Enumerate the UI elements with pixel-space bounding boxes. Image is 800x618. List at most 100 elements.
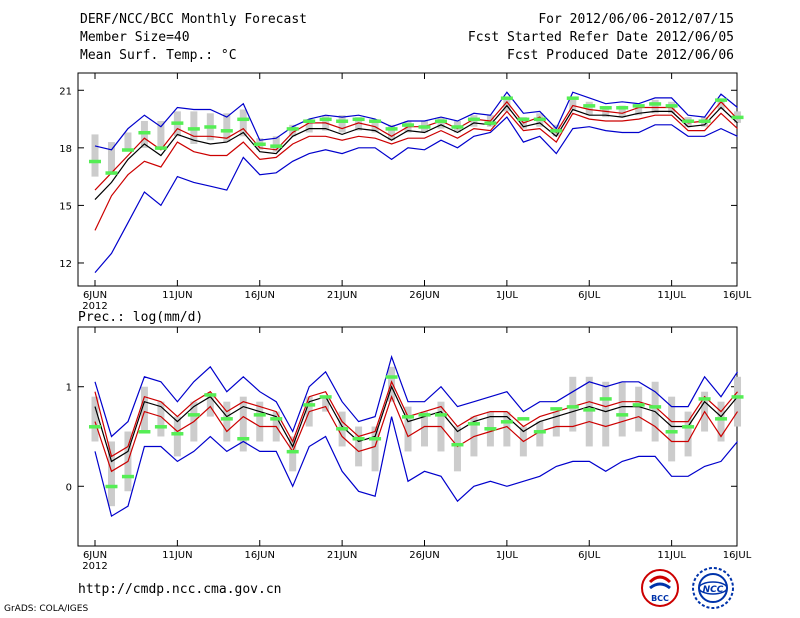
series-line-min [94, 416, 738, 518]
box-bar [503, 411, 511, 447]
observed-mark [566, 96, 579, 100]
box-bar [453, 426, 461, 472]
box-bar [107, 142, 115, 175]
observed-mark [698, 119, 711, 123]
x-tick-label: 11JUN [162, 550, 192, 561]
box-bar [371, 426, 379, 472]
observed-mark [533, 117, 546, 122]
observed-mark [533, 430, 546, 434]
x-tick-label: 6JUN [83, 290, 107, 301]
y-tick-label: 18 [59, 144, 72, 155]
observed-mark [715, 98, 728, 102]
x-tick-label: 11JUL [657, 550, 686, 561]
box-bar [124, 132, 132, 150]
plot-frame [77, 326, 738, 547]
box-bar [289, 436, 297, 472]
observed-mark [550, 129, 563, 133]
observed-mark [336, 119, 349, 123]
x-tick-year: 2012 [82, 561, 107, 572]
series-line-lower [94, 110, 738, 231]
plot-frame [77, 72, 738, 287]
chart-title: DERF/NCC/BCC Monthly Forecast [80, 12, 307, 27]
observed-mark [121, 474, 134, 479]
observed-mark [138, 130, 151, 135]
box-bar [734, 376, 742, 427]
observed-mark [467, 117, 480, 122]
observed-mark [550, 407, 563, 411]
grads-credit: GrADS: COLA/IGES [4, 604, 89, 614]
precip-label: Prec.: log(mm/d) [78, 310, 204, 325]
box-bar [91, 134, 99, 177]
x-tick-label: 6JUN [83, 550, 107, 561]
series-line-max [94, 91, 738, 151]
observed-mark [665, 430, 678, 434]
x-tick-label: 26JUN [409, 290, 439, 301]
observed-mark [402, 123, 415, 127]
box-bar [223, 401, 231, 442]
observed-mark [583, 104, 596, 108]
observed-mark [220, 417, 233, 421]
observed-mark [336, 427, 349, 431]
x-tick-label: 16JUL [723, 290, 752, 301]
observed-mark [434, 413, 447, 417]
box-bar [322, 396, 330, 412]
series-line-mean [94, 104, 738, 201]
series-line-upper [94, 380, 738, 458]
observed-mark [89, 159, 101, 164]
box-bar [618, 381, 626, 437]
observed-mark [385, 127, 398, 131]
observed-mark [154, 146, 167, 150]
box-bar [635, 105, 643, 116]
observed-mark [402, 415, 415, 419]
observed-mark [237, 436, 250, 441]
box-bar [272, 136, 280, 152]
observed-mark [286, 449, 299, 454]
observed-mark [154, 425, 167, 429]
y-tick-label: 15 [59, 201, 72, 212]
observed-mark [500, 96, 513, 100]
series-line-min [94, 116, 738, 273]
box-bar [157, 120, 165, 150]
box-bar [717, 99, 725, 110]
x-tick-year: 2012 [82, 301, 107, 312]
observed-mark [270, 417, 283, 421]
observed-mark [303, 119, 316, 123]
observed-mark [187, 413, 200, 417]
box-bar [404, 406, 412, 452]
x-tick-label: 11JUN [162, 290, 192, 301]
observed-mark [253, 142, 266, 146]
observed-mark [500, 420, 513, 424]
x-tick-label: 21JUN [327, 550, 357, 561]
source-url[interactable]: http://cmdp.ncc.cma.gov.cn [78, 582, 282, 597]
series-line-max [94, 354, 739, 438]
observed-mark [237, 117, 250, 122]
observed-mark [418, 125, 431, 129]
observed-mark [204, 125, 217, 129]
box-bar [91, 396, 99, 442]
x-tick-label: 16JUN [245, 550, 275, 561]
observed-mark [89, 425, 101, 429]
y-tick-label: 12 [59, 259, 72, 270]
observed-mark [434, 119, 447, 123]
observed-mark [418, 413, 431, 417]
observed-mark [187, 127, 200, 131]
box-bar [536, 421, 544, 447]
box-bar [717, 401, 725, 442]
x-tick-label: 6JUL [578, 550, 601, 561]
box-bar [569, 99, 577, 110]
observed-mark [616, 106, 629, 110]
box-bar [140, 386, 148, 432]
box-bar [239, 396, 247, 452]
observed-mark [517, 417, 530, 421]
bcc-logo: BCC [638, 568, 682, 612]
box-bar [569, 376, 577, 432]
observed-mark [253, 413, 266, 417]
box-bar [388, 124, 396, 141]
observed-mark [270, 144, 283, 148]
box-bar [585, 101, 593, 116]
observed-mark [220, 129, 233, 133]
series-line-mean [94, 385, 738, 463]
